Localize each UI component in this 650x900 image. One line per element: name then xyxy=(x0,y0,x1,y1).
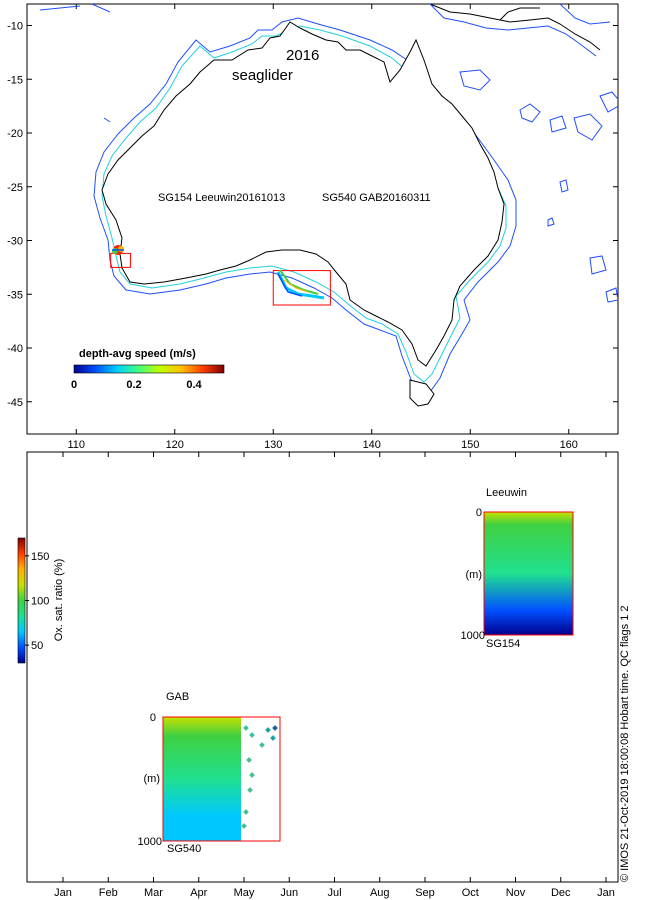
time-x-tick-label: Nov xyxy=(506,887,526,899)
map-y-tick-label: -30 xyxy=(7,236,23,248)
oxygen-colorbar-ticks: 50 100 150 xyxy=(25,551,49,652)
gab-scatter-point xyxy=(241,823,247,829)
oxygen-colorbar-tick-label: 100 xyxy=(31,596,49,608)
oxygen-colorbar-bar xyxy=(17,537,26,664)
gab-scatter-point xyxy=(272,725,278,731)
oxygen-colorbar-title: Ox. sat. ratio (%) xyxy=(53,559,65,642)
map-y-tick-label: -20 xyxy=(7,128,23,140)
leeuwin-profile-panel: Leeuwin 0 (m) 1000 SG154 xyxy=(461,487,574,650)
gab-deployment-box xyxy=(272,270,331,306)
map-y-tick-label: -35 xyxy=(7,289,23,301)
gab-glider-track xyxy=(276,269,325,300)
leeuwin-panel-name: Leeuwin xyxy=(486,487,527,499)
speed-colorbar-bar xyxy=(73,364,225,374)
map-y-tick-label: -25 xyxy=(7,182,23,194)
map-x-tick-label: 120 xyxy=(166,439,184,451)
tasmania-coastline xyxy=(409,379,435,407)
footer-credit: © IMOS 21-Oct-2019 18:00:08 Hobart time.… xyxy=(619,605,631,882)
pacific-islands xyxy=(459,69,618,303)
gab-panel-name: GAB xyxy=(166,691,189,703)
gab-scatter-points xyxy=(241,725,278,829)
leeuwin-depth-tick-bottom: 1000 xyxy=(461,630,485,642)
gab-profile-panel: GAB 0 (m) 1000 SG540 xyxy=(138,691,281,855)
gab-deployment-label: SG540 GAB20160311 xyxy=(322,192,431,204)
leeuwin-panel-box xyxy=(483,511,574,636)
map-content xyxy=(39,4,618,407)
map-x-ticks: 110 120 130 140 150 160 xyxy=(67,4,578,451)
leeuwin-depth-unit: (m) xyxy=(466,569,483,581)
map-x-tick-label: 130 xyxy=(264,439,282,451)
gab-scatter-point xyxy=(243,725,249,731)
leeuwin-depth-tick-top: 0 xyxy=(476,507,482,519)
map-title: 2016 xyxy=(286,47,319,64)
time-x-tick-label: Oct xyxy=(462,887,479,899)
gab-scatter-point xyxy=(243,809,249,815)
bathymetry-contour-inner xyxy=(101,25,507,383)
gab-depth-tick-bottom: 1000 xyxy=(138,836,162,848)
new-guinea-coastline xyxy=(429,4,601,51)
speed-colorbar-tick-label: 0.2 xyxy=(126,379,141,391)
time-x-tick-label: Jan xyxy=(54,887,72,899)
speed-colorbar-ticks: 0 0.2 0.4 xyxy=(71,379,203,391)
time-x-tick-label: Jun xyxy=(280,887,298,899)
leeuwin-glider-label: SG154 xyxy=(486,638,520,650)
map-y-tick-label: -10 xyxy=(7,21,23,33)
oxygen-colorbar: 50 100 150 Ox. sat. ratio (%) xyxy=(17,537,65,664)
time-x-tick-label: Feb xyxy=(99,887,118,899)
speed-colorbar-tick-label: 0.4 xyxy=(186,379,202,391)
map-x-tick-label: 140 xyxy=(363,439,381,451)
gab-scatter-point xyxy=(246,757,252,763)
map-x-tick-label: 150 xyxy=(461,439,479,451)
speed-colorbar-tick-label: 0 xyxy=(71,379,77,391)
leeuwin-deployment-label: SG154 Leeuwin20161013 xyxy=(158,192,285,204)
gab-panel-box xyxy=(162,716,281,842)
gab-scatter-point xyxy=(249,772,255,778)
time-x-tick-label: Mar xyxy=(144,887,163,899)
map-y-ticks: -10 -15 -20 -25 -30 -35 -40 -45 xyxy=(7,21,618,409)
gab-scatter-point xyxy=(259,742,265,748)
leeuwin-glider-track xyxy=(112,245,124,255)
gab-scatter-point xyxy=(247,787,253,793)
gab-scatter-point xyxy=(265,727,271,733)
australia-coastline xyxy=(101,21,505,367)
gab-depth-unit: (m) xyxy=(144,773,161,785)
time-x-tick-label: Aug xyxy=(370,887,390,899)
map-x-tick-label: 160 xyxy=(560,439,578,451)
speed-colorbar: depth-avg speed (m/s) 0 0.2 0.4 xyxy=(71,348,225,391)
oxygen-colorbar-tick-label: 50 xyxy=(31,640,43,652)
time-x-tick-label: Jul xyxy=(327,887,341,899)
time-x-tick-label: Jan xyxy=(597,887,615,899)
map-y-tick-label: -40 xyxy=(7,343,23,355)
oxygen-colorbar-tick-label: 150 xyxy=(31,551,49,563)
time-x-tick-label: May xyxy=(234,887,255,899)
map-y-tick-label: -45 xyxy=(7,397,23,409)
gab-scatter-point xyxy=(249,732,255,738)
time-x-tick-label: Dec xyxy=(551,887,571,899)
speed-colorbar-title: depth-avg speed (m/s) xyxy=(79,348,196,360)
time-x-tick-label: Sep xyxy=(415,887,435,899)
time-axes: Jan Feb Mar Apr May Jun Jul Aug Sep Oct Nov Dec Jan xyxy=(26,451,619,899)
indonesia-coastline xyxy=(39,4,111,123)
time-x-ticks: Jan Feb Mar Apr May Jun Jul Aug Sep Oct Nov Dec Jan xyxy=(54,452,615,899)
gab-glider-label: SG540 xyxy=(167,843,201,855)
gab-oxygen-section xyxy=(163,717,241,841)
new-guinea-contour xyxy=(429,4,611,57)
time-x-tick-label: Apr xyxy=(190,887,207,899)
map-subtitle: seaglider xyxy=(232,67,293,84)
map-y-tick-label: -15 xyxy=(7,74,23,86)
gab-depth-tick-top: 0 xyxy=(150,712,156,724)
gab-scatter-point xyxy=(270,735,276,741)
map-x-tick-label: 110 xyxy=(67,439,85,451)
leeuwin-oxygen-section xyxy=(484,512,573,635)
